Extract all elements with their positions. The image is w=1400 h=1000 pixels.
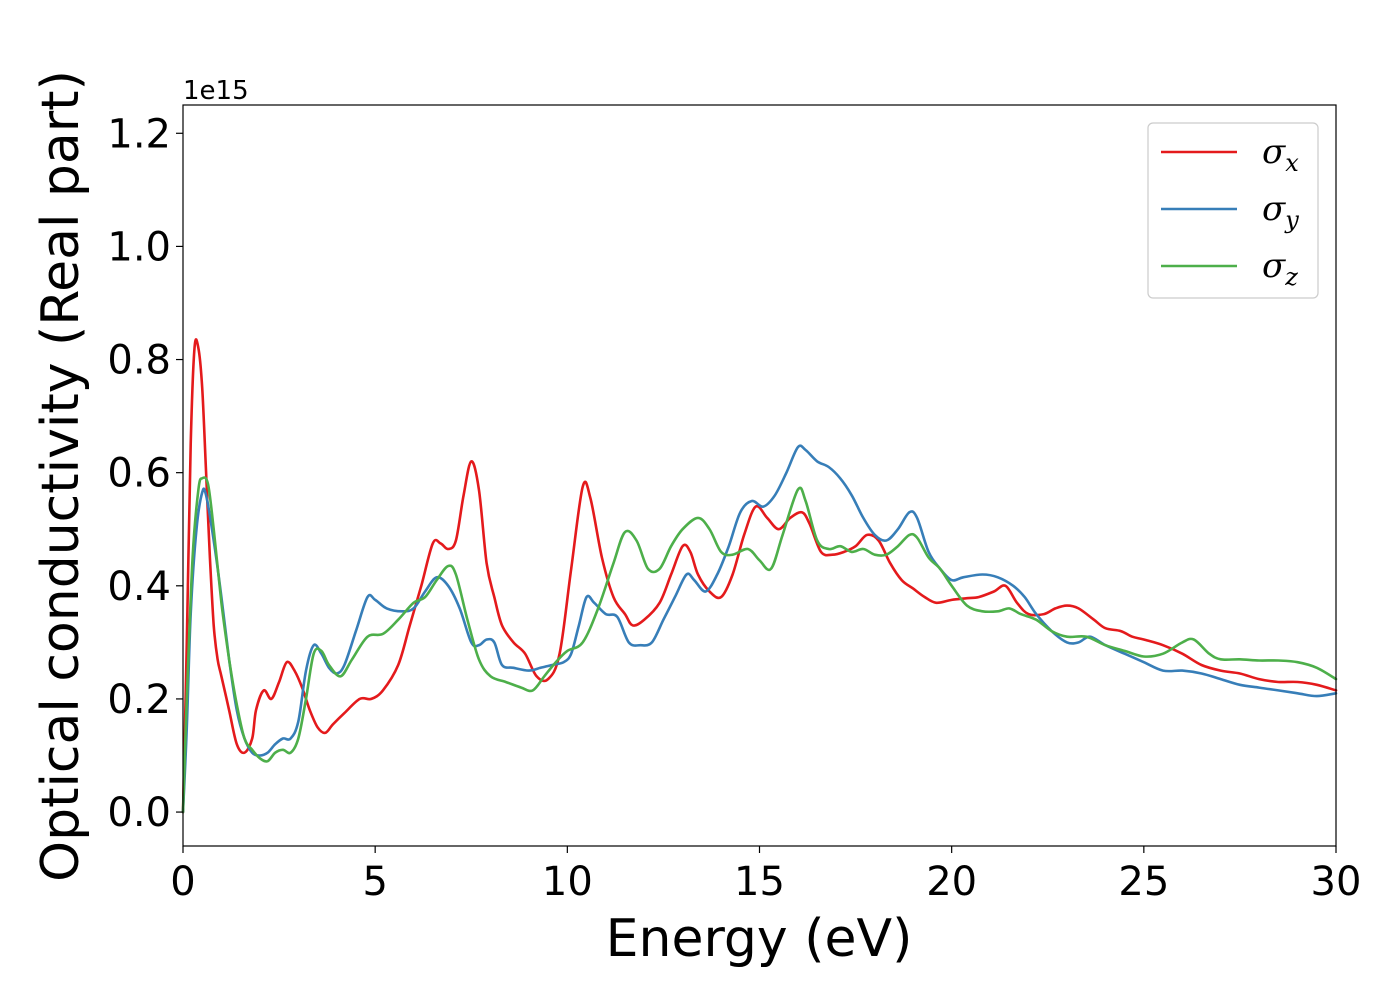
x-tick-label: 25 xyxy=(1118,859,1169,905)
legend: σx σy σz xyxy=(1147,122,1319,299)
series-line-x xyxy=(181,338,1338,814)
x-axis-title: Energy (eV) xyxy=(606,909,913,969)
x-tick-label: 0 xyxy=(170,859,195,905)
y-tick-label: 0.4 xyxy=(107,564,171,610)
x-tick-label: 20 xyxy=(926,859,977,905)
legend-label-y: σy xyxy=(1262,189,1299,234)
x-tick-label: 30 xyxy=(1311,859,1362,905)
y-tick-label: 0.2 xyxy=(107,677,171,723)
y-tick-label: 1.2 xyxy=(107,111,171,157)
legend-label-x: σx xyxy=(1262,132,1299,177)
x-tick-label: 5 xyxy=(362,859,387,905)
x-tick-label: 10 xyxy=(542,859,593,905)
series-line-y xyxy=(181,444,1338,814)
series-layer xyxy=(181,338,1338,814)
legend-box xyxy=(1147,122,1319,299)
y-tick-label: 0.0 xyxy=(107,790,171,836)
legend-label-z: σz xyxy=(1262,246,1298,291)
series-line-z xyxy=(181,476,1338,814)
y-axis-offset-label: 1e15 xyxy=(183,76,249,106)
y-axis-title: Optical conductivity (Real part) xyxy=(31,70,91,882)
x-axis-ticks: 0 5 10 15 20 25 30 xyxy=(170,846,1361,905)
y-axis-ticks: 0.0 0.2 0.4 0.6 0.8 1.0 1.2 xyxy=(107,111,183,836)
y-tick-label: 0.8 xyxy=(107,338,171,384)
y-tick-label: 1.0 xyxy=(107,224,171,270)
y-tick-label: 0.6 xyxy=(107,451,171,497)
x-tick-label: 15 xyxy=(734,859,785,905)
